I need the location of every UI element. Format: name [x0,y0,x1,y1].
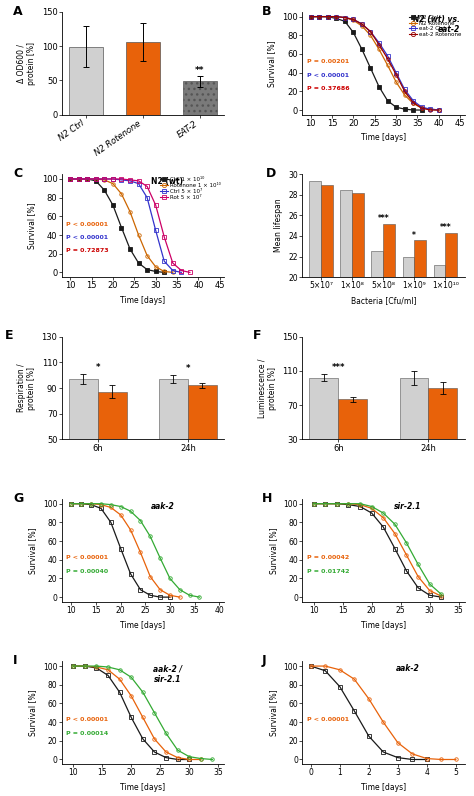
X-axis label: Time [days]: Time [days] [120,783,165,792]
Text: N2 (wt): N2 (wt) [151,178,183,186]
Y-axis label: Survival [%]: Survival [%] [269,689,278,736]
Text: P = 0.01742: P = 0.01742 [307,569,349,574]
Text: D: D [266,167,276,180]
Text: H: H [262,492,272,505]
Bar [321,185,333,482]
Bar [428,388,457,465]
Text: F: F [253,330,262,342]
Bar [69,379,98,504]
Y-axis label: Mean lifespan: Mean lifespan [273,199,283,252]
Text: P = 0.37686: P = 0.37686 [307,86,349,91]
Bar [310,378,338,465]
Bar [400,378,428,465]
Bar [126,42,160,115]
Text: aak-2: aak-2 [396,665,419,673]
Bar [159,379,188,504]
Bar [414,240,426,482]
Text: aak-2: aak-2 [150,502,174,511]
Text: *: * [186,365,190,373]
Text: *: * [412,231,416,240]
Text: P = 0.00042: P = 0.00042 [307,555,349,560]
Text: B: B [262,5,271,18]
Text: I: I [13,654,18,667]
Legend: N2 Ctrl, N2 Rotenone, eat-2 Ctrl, eat-2 Rotenone: N2 Ctrl, N2 Rotenone, eat-2 Ctrl, eat-2 … [409,14,462,37]
Bar [188,385,217,504]
Bar [383,224,395,482]
Bar [69,47,103,115]
Text: ***: *** [377,214,389,223]
Bar [446,233,457,482]
Text: P = 0.00201: P = 0.00201 [307,60,349,64]
Bar [338,399,367,465]
X-axis label: Bacteria [Cfu/ml]: Bacteria [Cfu/ml] [351,296,416,305]
Bar [372,252,383,482]
Text: P < 0.00001: P < 0.00001 [307,72,349,78]
Y-axis label: Survival [%]: Survival [%] [268,40,277,87]
Bar [310,181,321,482]
Y-axis label: Survival [%]: Survival [%] [28,689,37,736]
Text: *: * [96,363,100,372]
Legend: Ctrl 1 × 10¹⁰, Rotenone 1 × 10¹⁰, Ctrl 5 × 10⁷, Rot 5 × 10⁷: Ctrl 1 × 10¹⁰, Rotenone 1 × 10¹⁰, Ctrl 5… [160,177,221,200]
Text: sir-2.1: sir-2.1 [394,502,421,511]
Text: P < 0.00001: P < 0.00001 [66,717,109,722]
Y-axis label: Survival [%]: Survival [%] [269,527,278,574]
Text: P = 0.72873: P = 0.72873 [66,248,109,253]
Text: P < 0.00001: P < 0.00001 [66,235,109,240]
Y-axis label: Δ OD600 /
protein [%]: Δ OD600 / protein [%] [17,42,36,85]
Text: C: C [13,167,22,180]
Text: aak-2 /
sir-2.1: aak-2 / sir-2.1 [153,665,182,684]
Bar [352,193,364,482]
X-axis label: Time [days]: Time [days] [120,621,165,630]
Text: J: J [262,654,266,667]
Bar [340,189,352,482]
Text: N2 (wt) vs.
eat-2: N2 (wt) vs. eat-2 [413,15,460,34]
Text: P = 0.00014: P = 0.00014 [66,732,109,736]
Bar [434,265,446,482]
Text: P < 0.00001: P < 0.00001 [66,555,109,560]
Y-axis label: Luminescence /
protein [%]: Luminescence / protein [%] [257,358,277,418]
Y-axis label: Respiration /
protein [%]: Respiration / protein [%] [17,364,36,412]
Y-axis label: Survival [%]: Survival [%] [28,527,37,574]
X-axis label: Time [days]: Time [days] [361,783,406,792]
Bar [182,81,217,115]
X-axis label: Time [days]: Time [days] [120,296,165,305]
Text: P = 0.00040: P = 0.00040 [66,569,109,574]
Text: P < 0.00001: P < 0.00001 [307,717,349,722]
X-axis label: Time [days]: Time [days] [361,621,406,630]
Text: ***: *** [331,363,345,372]
Text: E: E [5,330,13,342]
X-axis label: Time [days]: Time [days] [361,134,406,142]
Text: A: A [13,5,22,18]
Y-axis label: Survival [%]: Survival [%] [27,202,36,249]
Text: ***: *** [439,224,451,232]
Bar [98,392,127,504]
Text: **: ** [195,66,204,75]
Text: G: G [13,492,23,505]
Text: P < 0.00001: P < 0.00001 [66,221,109,227]
Bar [402,256,414,482]
